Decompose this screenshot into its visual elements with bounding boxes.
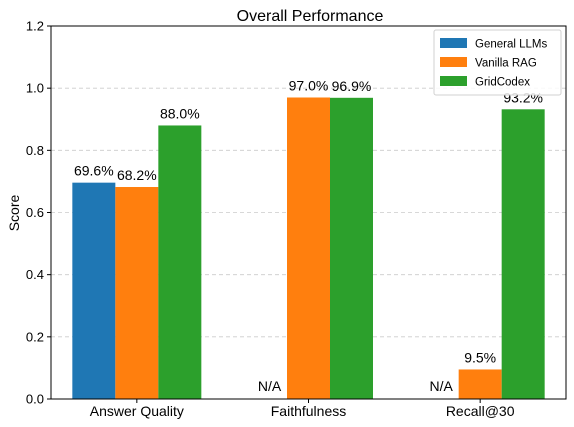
legend-swatch [440, 57, 467, 67]
legend-swatch [440, 38, 467, 48]
bar [287, 97, 330, 399]
y-tick-label: 0.2 [26, 329, 44, 344]
missing-label: N/A [258, 378, 282, 394]
data-label: 9.5% [464, 349, 496, 365]
legend-label: General LLMs [475, 39, 547, 51]
bar [158, 125, 202, 399]
data-label: 97.0% [289, 77, 329, 93]
y-tick-label: 0.4 [26, 267, 44, 282]
legend-label: Vanilla RAG [475, 58, 537, 70]
data-label: 68.2% [117, 167, 157, 183]
x-tick-label: Answer Quality [90, 403, 184, 419]
y-tick-label: 0.0 [26, 392, 44, 407]
y-axis-label: Score [6, 195, 22, 232]
bars [72, 97, 545, 400]
bar [330, 97, 373, 400]
data-labels: 69.6% 68.2%88.0%N/A97.0% 96.9%N/A9.5%93.2% [74, 77, 543, 394]
data-label: 69.6% [74, 163, 114, 179]
data-label: 88.0% [160, 105, 200, 121]
bar [458, 369, 502, 399]
legend-swatch [440, 76, 467, 86]
bar [115, 187, 159, 399]
legend-label: GridCodex [475, 77, 530, 89]
y-tick-label: 1.0 [26, 81, 44, 96]
bar [72, 182, 116, 399]
x-tick-label: Recall@30 [446, 403, 515, 419]
y-tick-label: 0.6 [26, 205, 44, 220]
y-tick-label: 1.2 [26, 19, 44, 34]
legend: General LLMs Vanilla RAG GridCodex [433, 29, 562, 96]
bar [501, 109, 545, 399]
y-tick-label: 0.8 [26, 143, 44, 158]
data-label: 96.9% [332, 78, 372, 94]
chart-title: Overall Performance [237, 8, 384, 25]
axis-ticks: 0.0 0.2 0.4 0.6 0.8 1.0 1.2 Answer Quality Faith… [26, 19, 515, 420]
x-tick-label: Faithfulness [271, 403, 346, 419]
missing-label: N/A [429, 378, 453, 394]
